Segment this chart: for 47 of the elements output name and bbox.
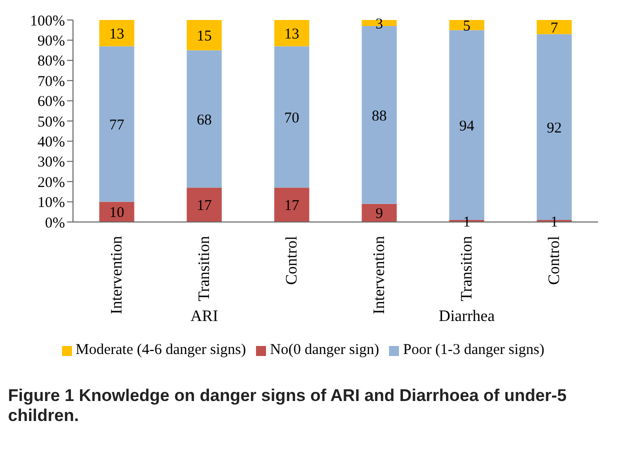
data-label: 68 <box>196 112 212 128</box>
y-tick-label: 20% <box>38 174 65 191</box>
data-label: 13 <box>284 26 300 42</box>
x-tick-label: Transition <box>196 236 213 302</box>
data-label: 9 <box>376 206 383 222</box>
y-tick-label: 80% <box>38 54 65 70</box>
bar <box>274 20 310 46</box>
y-tick-label: 0% <box>45 215 65 232</box>
data-label: 94 <box>459 118 475 134</box>
bar <box>536 20 572 34</box>
x-tick-label: Intervention <box>370 236 388 314</box>
data-label: 15 <box>196 28 212 44</box>
x-tick-label: Intervention <box>108 236 126 314</box>
legend-label: Moderate (4-6 danger signs) <box>76 342 246 358</box>
bar <box>186 188 222 222</box>
data-label: 77 <box>109 117 125 134</box>
bar <box>362 204 397 222</box>
bar <box>99 46 134 202</box>
x-tick-label: Control <box>546 235 563 285</box>
x-tick-label: Control <box>283 235 300 285</box>
y-tick-label: 40% <box>38 134 65 151</box>
data-label: 13 <box>109 26 124 42</box>
data-label: 17 <box>284 198 300 214</box>
y-tick-label: 100% <box>30 13 65 30</box>
bar <box>274 188 310 222</box>
text: ARI <box>190 308 218 325</box>
data-label: 88 <box>372 108 387 124</box>
text: Figure 1 Knowledge on danger signs of ARI and Diarrhoea of under-5 children. <box>8 386 568 426</box>
data-label: 17 <box>196 198 212 214</box>
legend-label: No(0 danger sign) <box>270 342 380 358</box>
legend-label: Poor (1-3 danger signs) <box>403 342 544 358</box>
bar <box>99 20 134 46</box>
x-tick-label: Transition <box>458 236 476 302</box>
data-label: 92 <box>546 120 562 136</box>
data-label: 7 <box>550 20 558 36</box>
bar <box>274 46 310 188</box>
text: Diarrhea <box>438 308 495 325</box>
y-tick-label: 10% <box>38 195 65 212</box>
bar <box>186 50 222 188</box>
y-tick-label: 70% <box>38 74 65 90</box>
y-tick-label: 50% <box>38 114 65 130</box>
bar <box>186 20 222 50</box>
y-tick-label: 90% <box>38 34 65 50</box>
y-tick-label: 30% <box>38 154 65 171</box>
data-label: 70 <box>284 110 300 126</box>
y-tick-label: 60% <box>38 94 65 110</box>
data-label: 10 <box>109 205 124 222</box>
